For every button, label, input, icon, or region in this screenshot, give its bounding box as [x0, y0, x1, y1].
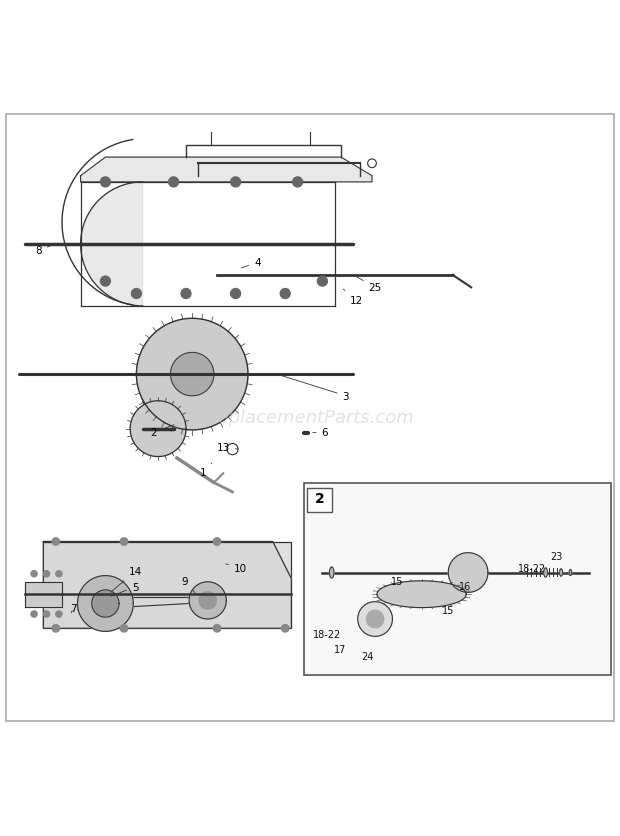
Text: 4: 4	[241, 258, 260, 268]
Circle shape	[100, 277, 110, 287]
Bar	[307, 488, 332, 512]
Circle shape	[169, 178, 179, 187]
Ellipse shape	[569, 569, 572, 576]
Text: 24: 24	[361, 651, 374, 661]
Text: 7: 7	[70, 603, 76, 613]
Circle shape	[120, 538, 128, 546]
Circle shape	[100, 178, 110, 187]
Circle shape	[52, 538, 60, 546]
Circle shape	[31, 571, 37, 577]
Ellipse shape	[329, 568, 334, 579]
Circle shape	[231, 178, 241, 187]
Text: 3: 3	[275, 375, 349, 401]
Circle shape	[131, 289, 141, 299]
Ellipse shape	[544, 568, 547, 578]
Circle shape	[31, 611, 37, 618]
Polygon shape	[136, 319, 248, 431]
Circle shape	[293, 178, 303, 187]
Circle shape	[317, 277, 327, 287]
Circle shape	[43, 611, 50, 618]
Text: 5: 5	[111, 582, 138, 597]
Text: 8: 8	[35, 246, 50, 256]
Polygon shape	[199, 592, 216, 609]
Polygon shape	[358, 602, 392, 636]
Polygon shape	[448, 553, 488, 593]
Circle shape	[181, 289, 191, 299]
Polygon shape	[43, 542, 291, 629]
Bar	[43, 542, 291, 629]
Text: 6: 6	[312, 428, 328, 438]
Text: 14: 14	[110, 567, 142, 593]
Text: ReplacementParts.com: ReplacementParts.com	[206, 409, 414, 427]
Polygon shape	[92, 590, 119, 618]
Text: 16: 16	[459, 582, 471, 591]
Circle shape	[231, 289, 241, 299]
Polygon shape	[377, 581, 466, 608]
Circle shape	[120, 624, 128, 632]
Ellipse shape	[560, 569, 562, 577]
Text: 10: 10	[226, 563, 247, 573]
Text: 1: 1	[200, 463, 212, 477]
Circle shape	[52, 624, 60, 632]
Text: 17: 17	[334, 644, 346, 654]
Polygon shape	[130, 401, 186, 457]
Polygon shape	[366, 610, 384, 628]
Bar	[304, 483, 611, 675]
Text: 12: 12	[343, 290, 363, 305]
Polygon shape	[189, 582, 226, 619]
Text: 25: 25	[356, 277, 382, 293]
Text: 23: 23	[550, 551, 562, 561]
Text: 13: 13	[216, 443, 238, 453]
Text: 18-22: 18-22	[312, 630, 341, 640]
Text: 15: 15	[442, 605, 454, 615]
Text: 2: 2	[316, 493, 322, 503]
Circle shape	[56, 571, 62, 577]
Text: 9: 9	[182, 576, 195, 594]
Polygon shape	[81, 158, 372, 183]
Polygon shape	[170, 353, 214, 396]
Circle shape	[280, 289, 290, 299]
Text: 15: 15	[391, 576, 403, 586]
Polygon shape	[25, 582, 62, 607]
Text: 2: 2	[151, 426, 174, 438]
Circle shape	[43, 571, 50, 577]
Text: 2: 2	[314, 492, 324, 506]
Circle shape	[213, 624, 221, 632]
Polygon shape	[81, 183, 143, 307]
Circle shape	[281, 624, 289, 632]
Circle shape	[56, 611, 62, 618]
Text: 18-22: 18-22	[518, 563, 546, 573]
Polygon shape	[78, 576, 133, 632]
Circle shape	[213, 538, 221, 546]
